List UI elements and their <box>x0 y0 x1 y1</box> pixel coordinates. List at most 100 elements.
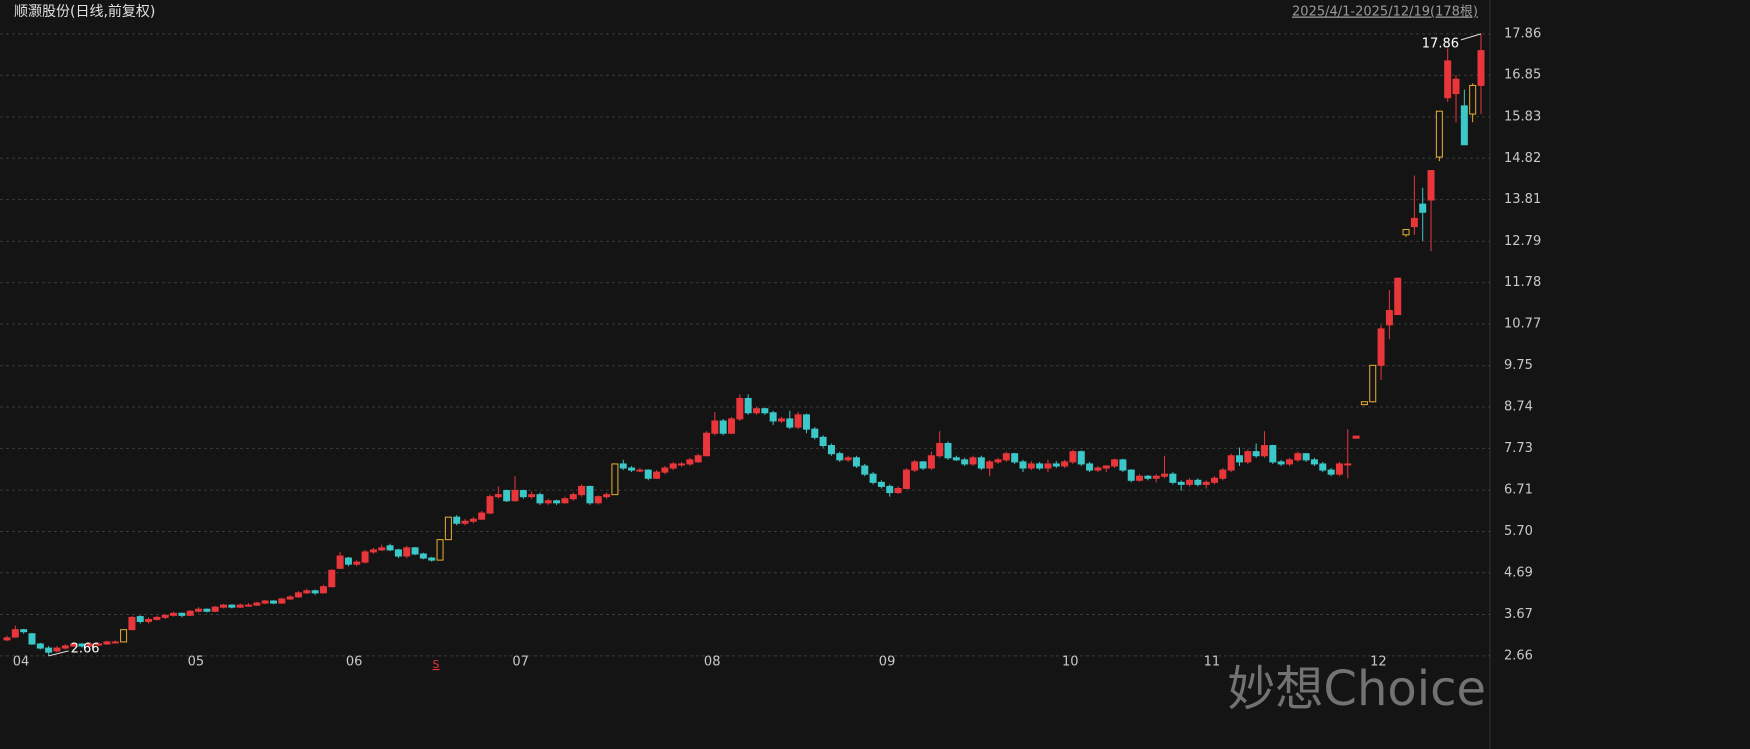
candle-body <box>1235 455 1243 463</box>
candle-body <box>1377 328 1385 366</box>
candle-body <box>378 547 386 551</box>
y-tick-label: 8.74 <box>1504 400 1533 415</box>
candle-body <box>178 612 186 616</box>
candle-body <box>936 442 944 457</box>
y-tick-label: 14.82 <box>1504 151 1541 166</box>
candle-body <box>444 516 452 541</box>
candle-body <box>419 553 427 559</box>
candle-body <box>1335 463 1343 475</box>
y-tick-label: 13.81 <box>1504 192 1541 207</box>
candle-body <box>728 418 736 434</box>
candle-body <box>1352 435 1360 439</box>
event-marker: S <box>433 658 440 671</box>
candle-body <box>120 629 128 643</box>
candle-body <box>269 600 277 604</box>
candle-body <box>1052 463 1060 467</box>
candle-body <box>578 485 586 496</box>
candle-body <box>661 467 669 473</box>
candle-body <box>819 436 827 447</box>
candle-body <box>1186 479 1194 485</box>
candle-body <box>561 498 569 504</box>
candle-body <box>253 602 261 606</box>
candle-body <box>303 590 311 594</box>
low-label: 2.66 <box>71 641 100 656</box>
candle-body <box>1469 84 1477 115</box>
candle-body <box>236 604 244 608</box>
candle-body <box>986 461 994 469</box>
x-tick-label: 11 <box>1204 655 1221 670</box>
x-tick-label: 08 <box>704 655 721 670</box>
candle-body <box>211 606 219 612</box>
x-tick-label: 12 <box>1370 655 1387 670</box>
y-tick-label: 9.75 <box>1504 358 1533 373</box>
candle-body <box>977 457 985 469</box>
candle-body <box>278 598 286 604</box>
x-tick-label: 07 <box>512 655 529 670</box>
candle-body <box>286 596 294 600</box>
candle-body <box>944 442 952 459</box>
candle-body <box>836 453 844 461</box>
candle-body <box>70 643 78 647</box>
candle-body <box>53 647 61 652</box>
candle-body <box>28 633 36 645</box>
candle-body <box>311 590 319 594</box>
candle-body <box>544 500 552 504</box>
candle-body <box>319 586 327 594</box>
candle-body <box>403 547 411 557</box>
candle-body <box>469 518 477 522</box>
candle-body <box>603 494 611 498</box>
candle-body <box>1136 475 1144 481</box>
candle-body <box>886 485 894 494</box>
candle-body <box>103 641 111 645</box>
candle-body <box>145 618 153 622</box>
candle-body <box>203 608 211 612</box>
candle-body <box>553 500 561 504</box>
candle-body <box>3 637 11 641</box>
candle-body <box>1294 453 1302 461</box>
candle-body <box>536 494 544 504</box>
candle-body <box>1102 465 1110 469</box>
candle-body <box>45 647 53 653</box>
candle-body <box>361 551 369 563</box>
candle-body <box>220 604 228 608</box>
candle-body <box>1269 445 1277 463</box>
y-tick-label: 7.73 <box>1504 441 1533 456</box>
candle-body <box>494 494 502 498</box>
y-tick-label: 16.85 <box>1504 68 1541 83</box>
candle-body <box>769 412 777 422</box>
high-arrow <box>1460 33 1482 41</box>
y-tick-label: 3.67 <box>1504 607 1533 622</box>
candle-body <box>461 520 469 524</box>
y-tick-label: 5.70 <box>1504 524 1533 539</box>
candle-body <box>761 408 769 414</box>
candle-body <box>11 629 19 638</box>
candle-body <box>752 408 760 414</box>
candle-body <box>619 463 627 469</box>
candle-body <box>1310 459 1318 465</box>
candle-body <box>1044 463 1052 469</box>
candle-body <box>111 641 119 644</box>
candle-body <box>1460 105 1468 146</box>
y-tick-label: 6.71 <box>1504 483 1533 498</box>
candle-body <box>1069 451 1077 463</box>
y-tick-label: 2.66 <box>1504 648 1533 663</box>
candle-body <box>136 616 144 622</box>
candle-body <box>1094 467 1102 471</box>
candle-body <box>95 643 103 646</box>
candle-body <box>1077 451 1085 465</box>
candle-body <box>786 418 794 428</box>
range-label[interactable]: 2025/4/1-2025/12/19(178根) <box>1292 5 1478 20</box>
candle-body <box>644 469 652 479</box>
candle-body <box>369 549 377 553</box>
candle-body <box>1111 459 1119 467</box>
x-tick-label: 05 <box>188 655 205 670</box>
candle-body <box>1394 277 1402 316</box>
candle-body <box>411 547 419 555</box>
candle-body <box>1244 451 1252 463</box>
candle-body <box>186 610 194 616</box>
candle-body <box>686 459 694 465</box>
candle-body <box>478 512 486 520</box>
candle-body <box>794 414 802 428</box>
